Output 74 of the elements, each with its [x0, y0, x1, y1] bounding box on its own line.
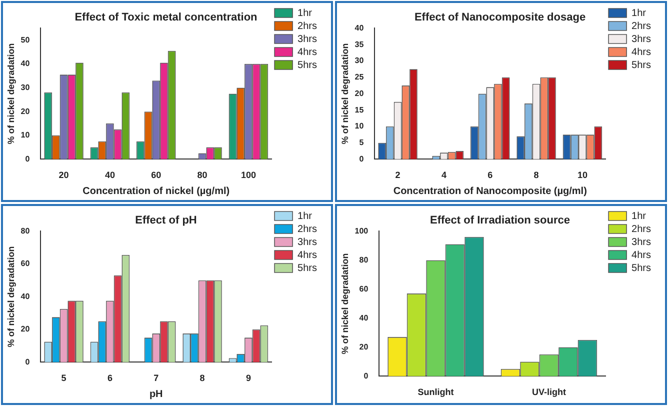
- y-tick-label: 25: [354, 72, 364, 82]
- y-tick-label: 40: [20, 292, 30, 301]
- y-axis-title: % of nickel degradation: [340, 43, 350, 144]
- y-tick-label: 20: [20, 106, 30, 116]
- y-tick-label: 20: [20, 324, 30, 334]
- x-tick-label: 7: [154, 373, 159, 384]
- y-tick-label: 40: [20, 59, 30, 68]
- legend-label: 3hrs: [632, 236, 651, 248]
- y-tick-label: 30: [354, 56, 364, 66]
- y-tick-label: 0: [25, 154, 30, 164]
- y-tick-label: 0: [25, 357, 30, 366]
- legend-label: 2hrs: [298, 20, 317, 32]
- legend-label: 1hr: [632, 8, 647, 19]
- y-tick-label: 10: [20, 130, 30, 140]
- x-tick-label: 20: [58, 170, 69, 180]
- y-tick-label: 50: [20, 35, 30, 44]
- y-tick-label: 60: [359, 284, 369, 294]
- x-tick-label: 6: [488, 170, 493, 180]
- y-tick-label: 10: [354, 122, 364, 131]
- y-tick-label: 80: [359, 255, 369, 264]
- y-tick-label: 100: [354, 226, 369, 236]
- x-tick-label: 40: [104, 170, 115, 180]
- x-axis-title: Concentration of Nanocomposite (µg/ml): [393, 186, 587, 197]
- x-tick-label: 4: [441, 170, 446, 180]
- chart-title: Effect of Toxic metal concentration: [74, 12, 258, 24]
- legend-label: 4hrs: [632, 46, 651, 58]
- x-axis-title: pH: [149, 388, 163, 400]
- legend-label: 5hrs: [632, 262, 651, 274]
- x-tick-label: 6: [107, 373, 112, 384]
- y-tick-label: 5: [359, 138, 364, 148]
- y-tick-label: 40: [354, 23, 364, 32]
- x-tick-label: 9: [246, 373, 251, 384]
- legend-label: 1hr: [298, 8, 313, 19]
- legend-label: 1hr: [298, 210, 313, 222]
- y-tick-label: 35: [354, 40, 364, 49]
- x-tick-label: 80: [197, 170, 208, 180]
- y-tick-label: 40: [359, 313, 369, 322]
- x-tick-label: 5: [61, 373, 66, 384]
- x-tick-label: 8: [200, 373, 205, 384]
- x-tick-label: UV-light: [532, 387, 566, 398]
- y-tick-label: 0: [359, 154, 364, 164]
- y-tick-label: 0: [364, 371, 369, 380]
- y-axis-title: % of nickel degradation: [340, 253, 350, 354]
- x-tick-label: 2: [395, 170, 400, 180]
- y-tick-label: 15: [354, 105, 364, 114]
- chart-title: Effect of Irradiation source: [430, 214, 570, 227]
- y-tick-label: 20: [359, 342, 369, 352]
- x-axis-title: Concentration of nickel (µg/ml): [82, 186, 230, 197]
- y-tick-label: 60: [20, 259, 30, 268]
- x-tick-label: Sunlight: [418, 387, 454, 398]
- legend-label: 4hrs: [298, 250, 317, 261]
- legend-label: 4hrs: [632, 250, 651, 261]
- x-tick-label: 60: [151, 170, 162, 180]
- legend-label: 3hrs: [632, 34, 651, 45]
- legend-label: 5hrs: [298, 262, 317, 274]
- y-tick-label: 20: [354, 88, 364, 98]
- x-tick-label: 10: [577, 170, 588, 180]
- legend-label: 2hrs: [632, 20, 651, 32]
- chart-title: Effect of Nanocomposite dosage: [414, 12, 586, 24]
- legend-label: 3hrs: [298, 236, 317, 248]
- y-axis-title: % of nickel degradation: [6, 43, 16, 144]
- y-tick-label: 80: [20, 226, 30, 236]
- legend-label: 4hrs: [298, 46, 317, 58]
- y-axis-title: % of nickel degradation: [6, 246, 16, 348]
- legend-label: 2hrs: [298, 224, 317, 235]
- x-tick-label: 8: [534, 170, 539, 180]
- chart-title: Effect of pH: [135, 214, 197, 227]
- legend-label: 1hr: [632, 210, 647, 222]
- legend-label: 2hrs: [632, 224, 651, 235]
- legend-label: 5hrs: [298, 60, 317, 71]
- y-tick-label: 30: [20, 82, 30, 92]
- legend-label: 3hrs: [298, 34, 317, 45]
- x-tick-label: 100: [240, 170, 256, 180]
- legend-label: 5hrs: [632, 60, 651, 71]
